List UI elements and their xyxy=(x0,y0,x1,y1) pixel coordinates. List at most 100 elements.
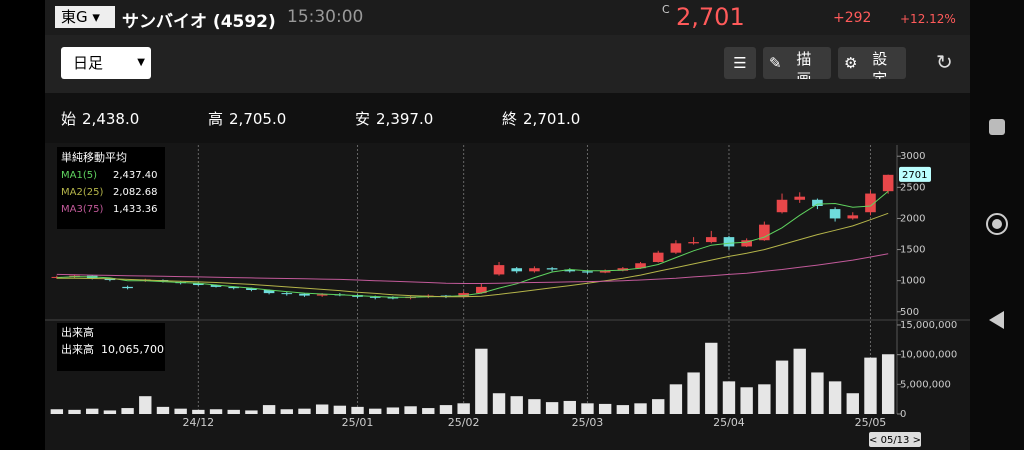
ma-line xyxy=(56,253,889,284)
date-tag: < 05/13 > xyxy=(869,435,921,446)
volume-bar xyxy=(722,381,736,414)
volume-bar xyxy=(192,409,205,414)
market-label: 東G xyxy=(61,8,88,26)
summary-value: 2,397.0 xyxy=(376,110,434,128)
volume-bar xyxy=(634,403,647,414)
refresh-button[interactable]: ↻ xyxy=(936,50,953,74)
candle-body xyxy=(511,268,523,272)
y-tick-label: 3000 xyxy=(900,151,925,162)
chart: 24/12 25/01 25/02 25/03 25/04 25/05 500 1000 150… xyxy=(45,143,970,450)
candle-body xyxy=(635,263,646,269)
candle-body xyxy=(812,199,823,206)
volume-bar xyxy=(351,406,364,414)
volume-bar xyxy=(333,405,347,414)
last-price-tag xyxy=(899,166,931,182)
volume-bar xyxy=(811,372,824,414)
volume-bar xyxy=(598,403,612,414)
volume-bar xyxy=(775,360,789,414)
volume-legend-box xyxy=(57,323,165,371)
change-pct: +12.12% xyxy=(900,12,956,26)
ma-legend-value: 2,437.40 xyxy=(113,170,158,181)
ma-legend-title: 単純移動平均 xyxy=(61,150,127,164)
market-select[interactable]: 東G ▾ xyxy=(55,6,115,28)
draw-button[interactable]: ✎ 描画 xyxy=(763,47,831,79)
volume-bar xyxy=(227,409,240,414)
volume-bar xyxy=(846,393,859,414)
volume-bar xyxy=(881,354,895,414)
ma-legend-name: MA1(5) xyxy=(61,170,97,181)
candle-body xyxy=(493,265,505,275)
x-tick-label: 25/04 xyxy=(713,416,745,429)
candle-body xyxy=(670,243,682,253)
candle-body xyxy=(458,293,469,297)
candle-body xyxy=(281,293,293,295)
y-tick-label: 2000 xyxy=(900,213,925,224)
recent-button[interactable] xyxy=(989,119,1005,135)
volume-bar xyxy=(510,396,523,414)
volume-bar xyxy=(864,357,877,414)
volume-bar xyxy=(545,402,559,414)
time: 15:30:00 xyxy=(287,7,364,27)
volume-bar xyxy=(457,403,470,414)
ma-line xyxy=(56,212,889,298)
y2-tick-label: 10,000,000 xyxy=(900,350,957,361)
draw-label: 描画 xyxy=(796,50,812,79)
y2-tick-label: 15,000,000 xyxy=(900,320,957,331)
x-tick-label: 24/12 xyxy=(182,416,214,429)
home-button[interactable] xyxy=(986,213,1008,235)
candle-body xyxy=(193,283,204,286)
ma-legend-box xyxy=(57,147,165,229)
top-bar xyxy=(45,0,970,35)
list-button[interactable]: ☰ xyxy=(724,47,756,79)
date-tag-box xyxy=(869,432,921,447)
candle-body xyxy=(369,296,381,298)
candle-body xyxy=(228,286,240,289)
price-flag: C xyxy=(662,3,670,16)
back-button[interactable] xyxy=(989,311,1004,329)
x-tick-label: 25/05 xyxy=(855,416,887,429)
candle-body xyxy=(617,268,629,271)
settings-button[interactable]: ⚙ 設定 xyxy=(838,47,906,79)
candle-body xyxy=(865,193,876,213)
candle-body xyxy=(723,237,735,247)
y2-tick-label: 0 xyxy=(900,409,906,420)
summary-label: 始 xyxy=(61,110,77,128)
nav-bar xyxy=(970,0,1024,450)
summary-item: 始 2,438.0 xyxy=(61,108,139,129)
volume-bar xyxy=(404,406,417,414)
last-price-label: 2701 xyxy=(902,170,927,181)
volume-bar xyxy=(563,400,576,414)
volume-bar xyxy=(68,409,81,414)
volume-bar xyxy=(492,393,506,414)
volume-bar xyxy=(705,342,718,414)
candle-body xyxy=(476,286,487,294)
stock-name: サンバイオ (4592) xyxy=(122,12,276,32)
ma-legend-value: 1,433.36 xyxy=(113,204,158,215)
ma-line xyxy=(56,190,889,298)
candle-body xyxy=(246,288,257,290)
candle-body xyxy=(546,268,558,270)
volume-bar xyxy=(581,403,594,414)
volume-bar xyxy=(439,405,453,414)
candle-body xyxy=(210,285,222,287)
volume-bar xyxy=(669,384,683,414)
ma-legend-value: 2,082.68 xyxy=(113,187,158,198)
candle-body xyxy=(263,290,275,294)
volume-bar xyxy=(103,410,117,414)
volume-bar xyxy=(86,408,99,414)
candle-body xyxy=(582,271,593,273)
volume-bar xyxy=(174,408,187,414)
volume-bar xyxy=(616,405,630,414)
y-tick-label: 2500 xyxy=(900,182,925,193)
volume-bar xyxy=(156,406,170,414)
volume-bar xyxy=(528,399,541,414)
volume-bar xyxy=(386,407,400,414)
volume-bar xyxy=(687,372,700,414)
y-tick-label: 1500 xyxy=(900,245,925,256)
x-tick-label: 25/03 xyxy=(572,416,604,429)
candle-body xyxy=(794,196,806,200)
candle-body xyxy=(741,240,752,247)
period-select[interactable]: 日足 ▼ xyxy=(61,47,151,79)
volume-bar xyxy=(121,408,134,414)
candle-body xyxy=(387,297,399,299)
